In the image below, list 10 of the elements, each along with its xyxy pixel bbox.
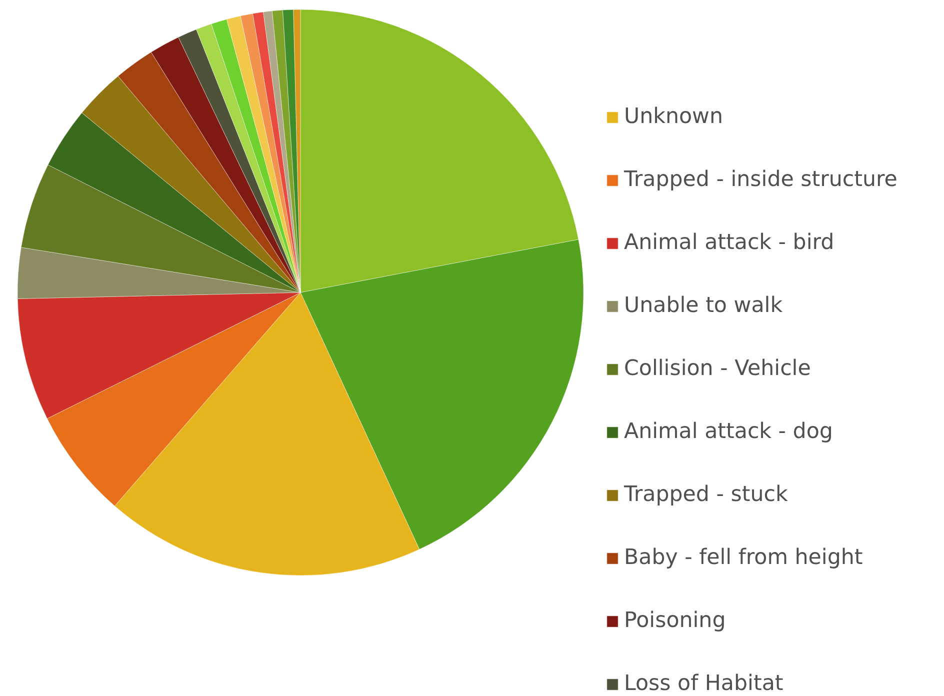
legend-label: Collision - Vehicle	[624, 356, 811, 381]
legend-label: Baby - fell from height	[624, 545, 863, 570]
legend-label: Unknown	[624, 104, 724, 129]
legend-label: Unable to walk	[624, 293, 783, 318]
legend-label: Animal attack - bird	[624, 230, 834, 255]
legend-label: Animal attack - dog	[624, 419, 833, 444]
legend-label: Trapped - stuck	[624, 482, 788, 507]
legend-label: Poisoning	[624, 608, 726, 633]
legend-label: Trapped - inside structure	[624, 167, 898, 192]
legend-label: Loss of Habitat	[624, 671, 784, 696]
